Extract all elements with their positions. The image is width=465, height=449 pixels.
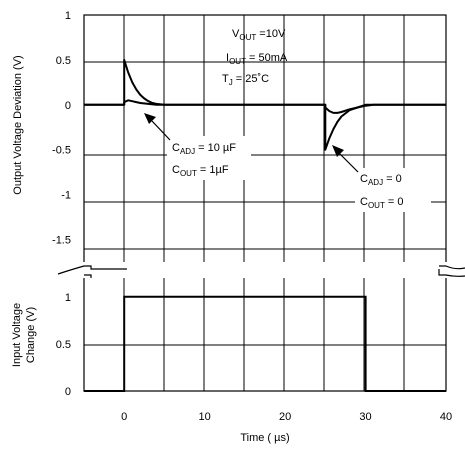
lower-y-axis-label-line2: Change (V): [25, 307, 37, 363]
condition-vout: VOUT =10V: [232, 28, 286, 42]
axis-break-left-lower: [84, 274, 92, 278]
output-series-c0: [84, 99, 446, 151]
annotation-c10-line2: COUT = 1µF: [172, 164, 229, 178]
annotation-c0-line2: COUT = 0: [360, 196, 404, 210]
lower-y-axis-label-line1: Input Voltage: [11, 303, 23, 367]
upper-y-axis-label: Output Voltage Deviation (V): [12, 55, 24, 194]
input-pulse-series: [84, 295, 446, 392]
axis-break-right-lower: [438, 269, 465, 277]
annotation-c10-leader: [151, 120, 171, 141]
annotation-c10-bg: [167, 136, 251, 180]
axis-break-right-upper: [439, 265, 465, 270]
upper-y-tick-label: 1: [65, 10, 71, 22]
axis-break-gap: [58, 262, 465, 278]
lower-y-tick-label: 0.5: [56, 339, 71, 351]
axis-break-marks: [57, 262, 465, 278]
upper-y-tick-label: 0.5: [56, 55, 71, 67]
upper-y-tick-label: -1.5: [52, 235, 71, 247]
x-axis-label: Time ( µs): [240, 432, 289, 444]
lower-y-tick-label: 1: [65, 292, 71, 304]
upper-y-tick-label: 0: [65, 100, 71, 112]
tick-labels: 0 10 20 30 40 1 0.5 0 -0.5 -1 -1.5 1 0.5 0: [52, 10, 452, 423]
annotation-c10-arrowhead: [144, 113, 156, 124]
annotation-c0-leader: [339, 153, 359, 173]
condition-tj: TJ = 25˚C: [222, 73, 269, 87]
annotation-c10: CADJ = 10 µF COUT = 1µF: [144, 113, 251, 180]
annotation-c0-bg: [355, 168, 431, 212]
annotation-c10-line1: CADJ = 10 µF: [172, 142, 236, 156]
upper-y-tick-label: -1: [61, 190, 71, 202]
x-tick-label: 40: [440, 411, 452, 423]
x-tick-label: 30: [359, 411, 371, 423]
x-tick-label: 0: [121, 411, 127, 423]
condition-labels: VOUT =10V IOUT = 50mA TJ = 25˚C: [222, 28, 288, 87]
annotation-c0: CADJ = 0 COUT = 0: [332, 145, 431, 212]
x-tick-label: 20: [279, 411, 291, 423]
series-layer: [84, 58, 446, 392]
upper-y-tick-label: -0.5: [52, 145, 71, 157]
annotation-c0-arrowhead: [332, 145, 344, 157]
x-tick-label: 10: [199, 411, 211, 423]
annotation-c0-line1: CADJ = 0: [360, 173, 402, 187]
plot-frame: [83, 14, 447, 392]
lower-y-tick-label: 0: [65, 386, 71, 398]
axis-break-left-upper: [57, 265, 127, 275]
condition-iout: IOUT = 50mA: [226, 52, 288, 66]
